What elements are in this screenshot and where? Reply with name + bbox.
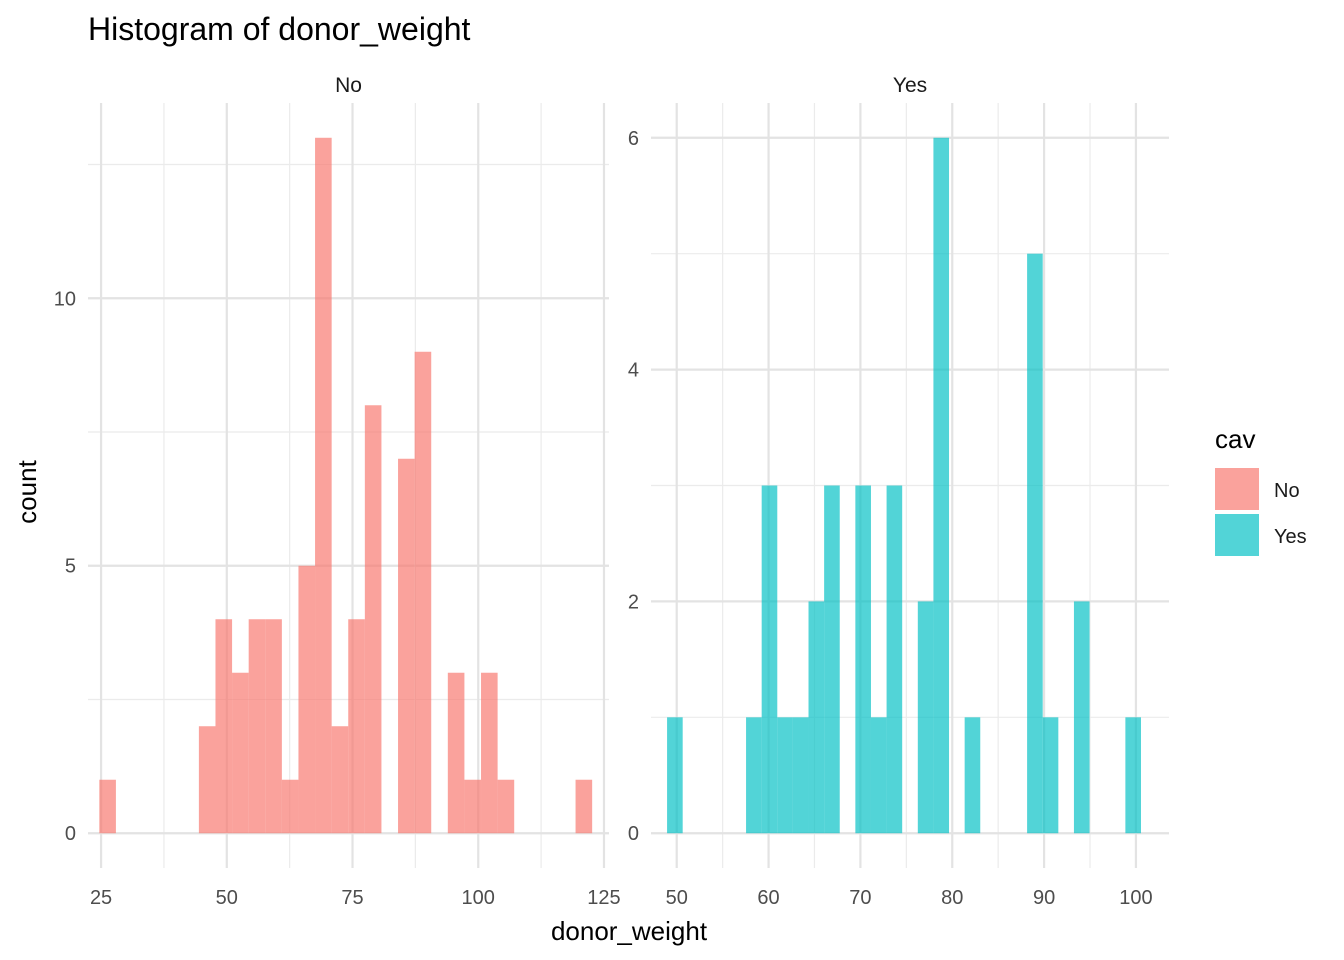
y-axis-title: count [12,459,42,523]
y-tick-label: 4 [628,360,639,382]
histogram-bar [575,779,593,834]
histogram-bar [464,779,482,834]
histogram-bar [447,672,465,834]
histogram-bar [964,717,981,834]
x-tick-label: 50 [666,887,688,909]
x-tick-label: 75 [341,887,363,909]
x-tick-label: 125 [587,887,620,909]
histogram-bar [315,137,332,834]
y-tick-label: 5 [65,556,76,578]
y-tick-label: 0 [628,823,639,845]
histogram-bar [855,485,871,834]
histogram-bar [99,779,116,834]
histogram-bar [1027,253,1043,834]
legend-key-no [1215,468,1259,510]
x-tick-label: 90 [1033,887,1055,909]
histogram-bar [917,601,934,834]
y-tick-label: 2 [628,591,639,613]
x-tick-label: 100 [462,887,495,909]
facet-strip-label: No [335,74,362,97]
histogram-bar [198,726,216,834]
histogram-bar [215,619,233,834]
chart-title: Histogram of donor_weight [88,11,471,47]
histogram-bar [248,619,266,834]
x-tick-label: 25 [90,887,112,909]
histogram-bar [808,601,825,834]
histogram-bar [886,485,903,834]
legend-key-yes [1215,514,1259,556]
histogram-bar [398,458,415,834]
histogram-bar [331,726,349,834]
histogram-bar [348,619,365,834]
panel-yes: 50 60 70 80 90 100 0 2 4 6 Yes [628,74,1169,909]
facet-panels: 25 50 75 100 125 0 5 10 No 50 60 70 80 90 100 0 2 4 6 Yes [54,74,1169,909]
x-tick-label: 100 [1119,887,1152,909]
x-tick-label: 80 [941,887,963,909]
legend-label-yes: Yes [1274,526,1307,548]
histogram-bar [481,672,498,834]
histogram-bar [933,137,950,834]
histogram-bar [414,351,432,834]
histogram-bar [746,717,762,834]
y-tick-label: 0 [65,823,76,845]
histogram-bar [824,485,840,834]
x-axis-title: donor_weight [551,916,708,946]
x-tick-label: 70 [849,887,871,909]
x-tick-label: 60 [757,887,779,909]
histogram-bar [1042,717,1059,834]
y-tick-label: 6 [628,128,639,150]
histogram-bar [1125,717,1141,834]
legend-title: cav [1215,424,1255,454]
legend-label-no: No [1274,480,1300,502]
panel-no: 25 50 75 100 125 0 5 10 No [54,74,621,909]
histogram-bar [761,485,778,834]
histogram-bar [364,405,382,834]
histogram-bar [281,779,299,834]
histogram-bar [667,717,683,834]
legend: cav No Yes [1215,424,1307,556]
y-tick-label: 10 [54,288,76,310]
x-tick-label: 50 [216,887,238,909]
histogram-bar [777,717,793,834]
histogram-bar [232,672,249,834]
histogram-bar [1073,601,1090,834]
histogram-bar [792,717,809,834]
histogram-bar [497,779,515,834]
histogram-bar [298,565,316,834]
histogram-bar [265,619,282,834]
histogram-bar [870,717,887,834]
facet-strip-label: Yes [893,74,927,97]
